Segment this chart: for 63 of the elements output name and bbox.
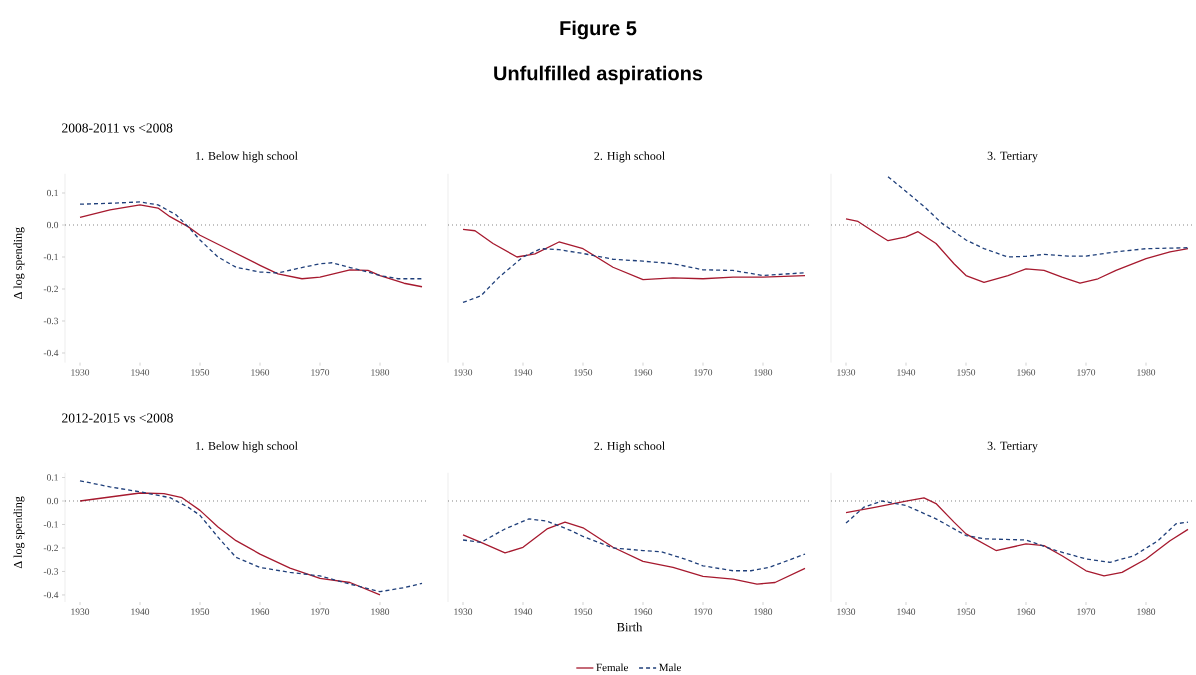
x-tick-label: 1950 <box>957 369 976 376</box>
x-tick-label: 1930 <box>71 608 90 615</box>
x-tick-label: 1960 <box>634 369 653 376</box>
y-tick-label: -0.4 <box>43 349 59 357</box>
x-tick-label: 1980 <box>754 608 773 615</box>
x-tick-label: 1950 <box>191 608 210 615</box>
x-tick-label: 1960 <box>634 608 653 615</box>
caption: Figure 5 <box>560 20 637 40</box>
x-tick-label: 1950 <box>191 369 210 376</box>
x-tick-label: 1980 <box>371 608 390 615</box>
x-tick-label: 1960 <box>1017 608 1036 615</box>
y-tick-label: -0.2 <box>43 285 58 293</box>
x-tick-label: 1970 <box>694 369 713 376</box>
x-tick-label: 1950 <box>574 369 593 376</box>
x-tick-label: 1980 <box>754 369 773 376</box>
y-axis-title: Δ log spending <box>13 227 25 299</box>
y-tick-label: 0.1 <box>46 189 58 197</box>
chart-title: 2. High school <box>594 151 665 163</box>
chart-title: 2. High school <box>594 441 665 453</box>
chart-title: 1. Below high school <box>196 441 298 453</box>
x-tick-label: 1970 <box>1077 608 1096 615</box>
y-tick-label: -0.3 <box>43 568 59 575</box>
legend-label: Female <box>596 663 629 672</box>
x-tick-label: 1970 <box>1077 369 1096 376</box>
x-tick-label: 1940 <box>897 608 916 615</box>
x-tick-label: 1980 <box>1137 608 1156 615</box>
x-tick-label: 1930 <box>454 369 473 376</box>
y-tick-label: -0.2 <box>43 544 58 552</box>
x-tick-label: 1930 <box>71 369 90 376</box>
x-tick-label: 1970 <box>694 608 713 615</box>
y-tick-label: 0.0 <box>46 497 59 505</box>
x-tick-label: 1940 <box>131 608 150 615</box>
x-axis-title: Birth <box>617 622 643 632</box>
y-axis-title: Δ log spending <box>13 496 25 569</box>
x-tick-label: 1930 <box>454 608 473 615</box>
x-tick-label: 1930 <box>837 608 856 615</box>
y-tick-label: 0.1 <box>46 474 58 481</box>
x-tick-label: 1960 <box>251 369 270 376</box>
chart-title: 3. Tertiary <box>987 151 1038 163</box>
chart-subtitle: 2008-2011 vs <2008 <box>62 123 173 133</box>
y-tick-label: -0.3 <box>43 317 59 325</box>
x-tick-label: 1970 <box>311 608 330 615</box>
y-tick-label: 0.0 <box>46 221 59 229</box>
legend-label: Male <box>659 663 681 672</box>
x-tick-label: 1940 <box>897 369 916 376</box>
x-tick-label: 1950 <box>574 608 593 615</box>
chart-subtitle: 2012-2015 vs <2008 <box>62 413 173 423</box>
x-tick-label: 1950 <box>957 608 976 615</box>
chart-title: 1. Below high school <box>196 151 298 163</box>
y-tick-label: -0.1 <box>43 521 58 528</box>
x-tick-label: 1960 <box>251 608 270 615</box>
text: Unfulfilled aspirations <box>494 65 703 85</box>
x-tick-label: 1930 <box>837 369 856 376</box>
x-tick-label: 1960 <box>1017 369 1036 376</box>
x-tick-label: 1970 <box>311 369 330 376</box>
x-tick-label: 1980 <box>1137 369 1156 376</box>
chart-title: 3. Tertiary <box>987 441 1038 453</box>
y-tick-label: -0.4 <box>43 591 59 599</box>
x-tick-label: 1940 <box>514 369 533 376</box>
y-tick-label: -0.1 <box>43 253 58 261</box>
x-tick-label: 1940 <box>514 608 533 615</box>
x-tick-label: 1940 <box>131 369 150 376</box>
x-tick-label: 1980 <box>371 369 390 376</box>
